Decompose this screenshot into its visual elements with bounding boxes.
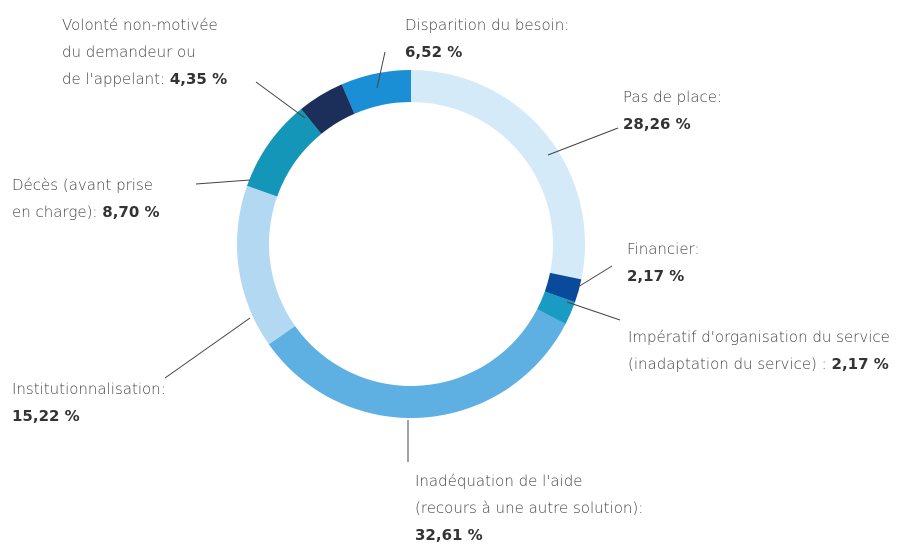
leader-line <box>547 127 619 156</box>
segment-label: Décès (avant prise en charge): 8,70 % <box>12 172 160 226</box>
category-label: Financier: <box>627 240 700 258</box>
donut-segment <box>411 70 585 280</box>
donut-segment <box>537 291 575 324</box>
donut-segment <box>237 185 296 345</box>
leader-line <box>255 81 306 119</box>
value-label: 4,35 % <box>169 70 228 88</box>
donut-segment <box>301 84 355 134</box>
donut-segment <box>247 109 322 197</box>
category-label: Inadéquation de l'aide (recours à une au… <box>415 472 644 517</box>
segment-label: Financier: 2,17 % <box>627 236 700 290</box>
segment-label: Volonté non-motivée du demandeur ou de l… <box>62 12 227 93</box>
category-label: Pas de place: <box>623 88 723 106</box>
leader-line <box>577 265 613 288</box>
category-label: Institutionnalisation: <box>12 380 166 398</box>
segment-label: Institutionnalisation: 15,22 % <box>12 376 166 430</box>
category-label: Décès (avant prise en charge): <box>12 176 154 221</box>
category-label: Volonté non-motivée du demandeur ou de l… <box>62 16 218 88</box>
category-label: Disparition du besoin: <box>405 16 570 34</box>
segment-label: Pas de place: 28,26 % <box>623 84 722 138</box>
leader-line <box>376 51 386 89</box>
segment-label: Impératif d'organisation du service (ina… <box>628 324 890 378</box>
donut-segment <box>341 70 411 114</box>
segment-label: Disparition du besoin: 6,52 % <box>405 12 569 66</box>
donut-segment <box>544 272 582 303</box>
value-label: 2,17 % <box>627 267 685 285</box>
value-label: 32,61 % <box>415 526 483 544</box>
value-label: 15,22 % <box>12 407 80 425</box>
value-label: 2,17 % <box>831 355 889 373</box>
value-label: 6,52 % <box>405 43 463 61</box>
leader-line <box>195 179 251 185</box>
leader-line <box>164 317 251 379</box>
category-label: Impératif d'organisation du service (ina… <box>628 328 890 373</box>
segment-label: Inadéquation de l'aide (recours à une au… <box>415 468 643 548</box>
donut-segment <box>268 309 566 419</box>
leader-line <box>566 301 621 321</box>
value-label: 8,70 % <box>102 203 160 221</box>
value-label: 28,26 % <box>623 115 691 133</box>
